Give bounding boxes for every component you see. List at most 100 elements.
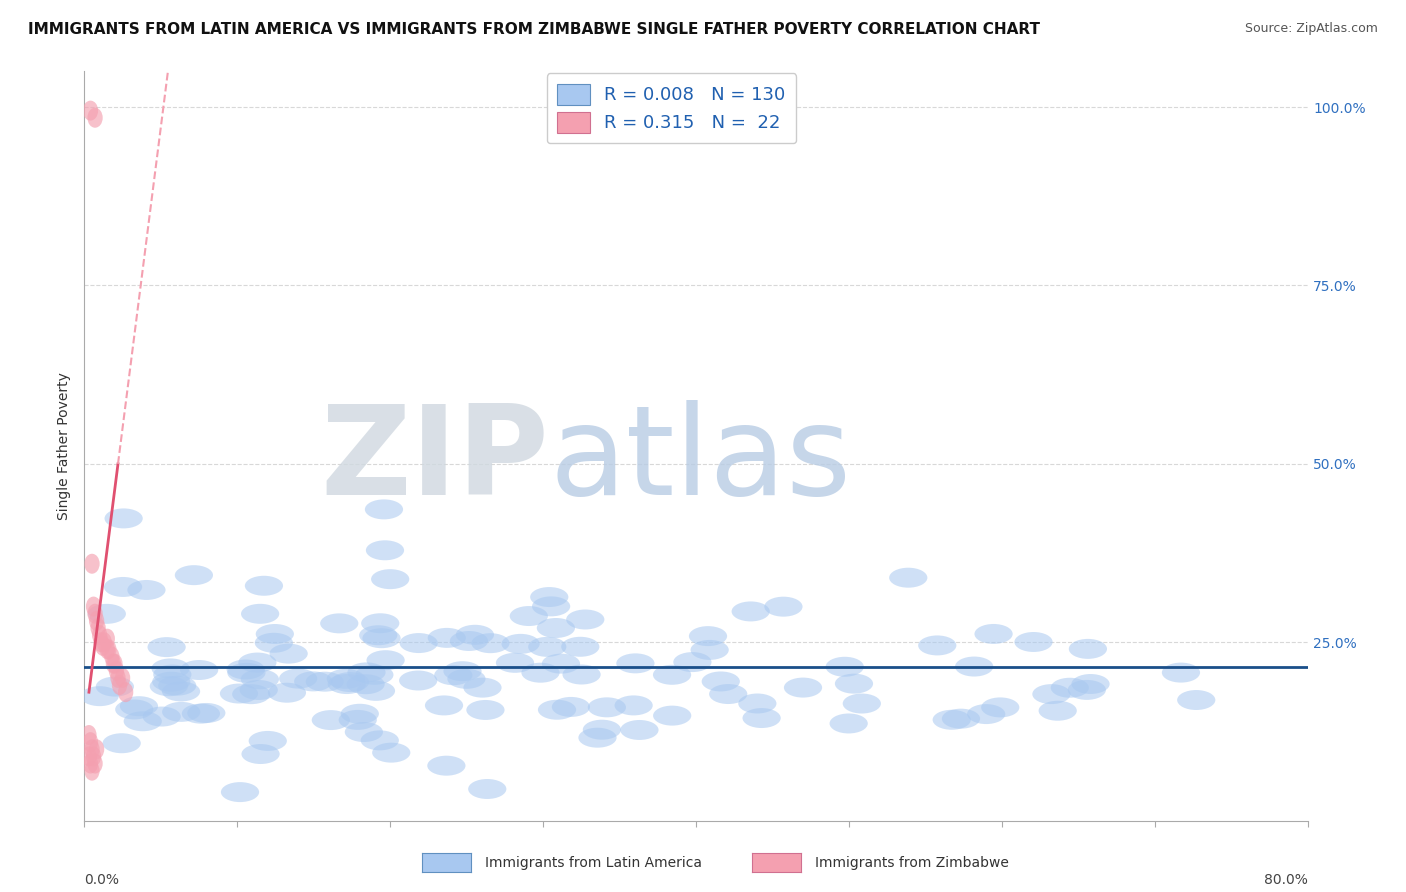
Ellipse shape (240, 604, 280, 624)
Ellipse shape (399, 633, 437, 653)
Ellipse shape (1014, 632, 1053, 652)
Ellipse shape (673, 652, 711, 672)
Ellipse shape (620, 720, 658, 740)
Ellipse shape (120, 696, 157, 716)
Ellipse shape (174, 566, 214, 585)
Ellipse shape (87, 754, 103, 773)
Ellipse shape (110, 668, 125, 688)
Ellipse shape (232, 684, 270, 704)
Ellipse shape (82, 747, 97, 766)
Ellipse shape (305, 672, 344, 691)
Ellipse shape (118, 682, 134, 702)
Ellipse shape (152, 658, 190, 679)
Ellipse shape (339, 710, 377, 730)
Ellipse shape (87, 604, 103, 624)
Ellipse shape (91, 625, 107, 645)
Ellipse shape (294, 672, 332, 691)
Text: Immigrants from Zimbabwe: Immigrants from Zimbabwe (815, 855, 1010, 870)
Ellipse shape (340, 704, 378, 723)
Ellipse shape (254, 632, 292, 653)
Ellipse shape (981, 698, 1019, 717)
Ellipse shape (456, 624, 494, 645)
Ellipse shape (86, 597, 101, 616)
Ellipse shape (1050, 678, 1088, 698)
Ellipse shape (425, 696, 463, 715)
Ellipse shape (427, 756, 465, 776)
Ellipse shape (541, 654, 581, 673)
Ellipse shape (562, 665, 600, 684)
Ellipse shape (101, 640, 117, 659)
Ellipse shape (180, 660, 218, 680)
Ellipse shape (1177, 690, 1215, 710)
Ellipse shape (267, 682, 307, 703)
Ellipse shape (471, 633, 509, 653)
Ellipse shape (830, 714, 868, 733)
Ellipse shape (361, 614, 399, 633)
Ellipse shape (468, 779, 506, 799)
Ellipse shape (240, 669, 278, 690)
Ellipse shape (510, 606, 548, 626)
Ellipse shape (496, 653, 534, 673)
Text: Immigrants from Latin America: Immigrants from Latin America (485, 855, 702, 870)
Ellipse shape (399, 671, 437, 690)
Ellipse shape (83, 732, 98, 752)
Ellipse shape (974, 624, 1012, 644)
Ellipse shape (86, 747, 101, 766)
Text: 80.0%: 80.0% (1264, 873, 1308, 887)
Ellipse shape (702, 672, 740, 691)
Ellipse shape (363, 628, 401, 648)
Ellipse shape (709, 684, 748, 704)
Ellipse shape (356, 665, 394, 685)
Ellipse shape (187, 703, 225, 723)
Ellipse shape (918, 635, 956, 656)
Ellipse shape (107, 654, 122, 673)
Ellipse shape (89, 739, 104, 759)
Ellipse shape (344, 722, 382, 742)
Text: IMMIGRANTS FROM LATIN AMERICA VS IMMIGRANTS FROM ZIMBABWE SINGLE FATHER POVERTY : IMMIGRANTS FROM LATIN AMERICA VS IMMIGRA… (28, 22, 1040, 37)
Ellipse shape (242, 744, 280, 764)
Ellipse shape (371, 569, 409, 589)
Ellipse shape (108, 661, 124, 681)
Ellipse shape (104, 647, 120, 666)
Ellipse shape (270, 644, 308, 664)
Ellipse shape (450, 631, 488, 651)
Ellipse shape (825, 657, 863, 677)
Ellipse shape (181, 704, 219, 723)
Ellipse shape (245, 575, 283, 596)
Ellipse shape (249, 731, 287, 751)
Ellipse shape (361, 731, 399, 750)
Ellipse shape (124, 711, 162, 731)
Ellipse shape (889, 567, 928, 588)
Ellipse shape (531, 597, 571, 616)
Ellipse shape (82, 725, 97, 745)
Ellipse shape (738, 693, 776, 714)
Ellipse shape (84, 761, 100, 780)
Ellipse shape (427, 628, 465, 648)
Ellipse shape (932, 710, 970, 730)
Ellipse shape (96, 677, 134, 697)
Text: ZIP: ZIP (321, 401, 550, 522)
Ellipse shape (785, 678, 823, 698)
Ellipse shape (537, 618, 575, 638)
Ellipse shape (150, 676, 188, 696)
Y-axis label: Single Father Poverty: Single Father Poverty (58, 372, 72, 520)
Text: Source: ZipAtlas.com: Source: ZipAtlas.com (1244, 22, 1378, 36)
Ellipse shape (447, 669, 485, 689)
Ellipse shape (115, 699, 153, 720)
Ellipse shape (84, 554, 100, 574)
Ellipse shape (561, 637, 599, 657)
Ellipse shape (842, 694, 882, 714)
Ellipse shape (1067, 680, 1107, 700)
Ellipse shape (104, 577, 142, 597)
Legend: R = 0.008   N = 130, R = 0.315   N =  22: R = 0.008 N = 130, R = 0.315 N = 22 (547, 73, 796, 144)
Ellipse shape (373, 743, 411, 763)
Ellipse shape (347, 663, 385, 682)
Ellipse shape (443, 661, 482, 681)
Ellipse shape (228, 663, 266, 682)
Ellipse shape (582, 720, 621, 739)
Ellipse shape (538, 699, 576, 720)
Ellipse shape (522, 663, 560, 682)
Ellipse shape (100, 629, 115, 648)
Ellipse shape (162, 702, 200, 722)
Ellipse shape (162, 681, 200, 701)
